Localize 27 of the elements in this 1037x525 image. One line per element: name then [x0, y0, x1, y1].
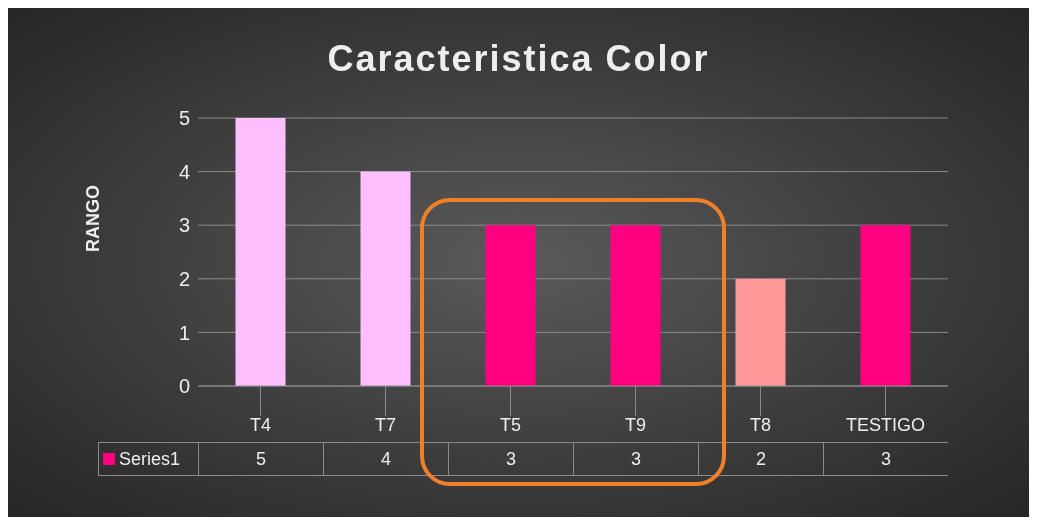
y-tick-label: 2: [178, 267, 190, 290]
x-tick-label: TESTIGO: [845, 414, 926, 435]
y-tick-label: 1: [178, 321, 190, 344]
x-tick-label: T7: [374, 414, 397, 435]
bar: [610, 225, 661, 386]
y-tick-label: 4: [178, 160, 190, 183]
y-tick-label: 3: [178, 214, 190, 237]
bar: [235, 118, 286, 386]
data-label: 3: [823, 443, 948, 475]
bar: [485, 225, 536, 386]
data-label: 3: [448, 443, 573, 475]
x-tick-label: T9: [624, 414, 647, 435]
bar: [735, 278, 786, 386]
y-tick-label: 5: [178, 107, 190, 130]
x-tick-label: T8: [749, 414, 772, 435]
data-label: 4: [323, 443, 448, 475]
data-label: 5: [198, 443, 323, 475]
chart-title: Caracteristica Color: [326, 38, 711, 80]
bar: [860, 225, 911, 386]
legend-label: Series1: [119, 448, 181, 470]
bar: [360, 171, 411, 386]
y-axis-title: RANGO: [83, 185, 104, 252]
x-tick-label: T5: [499, 414, 522, 435]
data-label: 2: [698, 443, 823, 475]
data-label: 3: [573, 443, 698, 475]
x-tick-label: T4: [249, 414, 272, 435]
y-tick-label: 0: [178, 375, 190, 398]
